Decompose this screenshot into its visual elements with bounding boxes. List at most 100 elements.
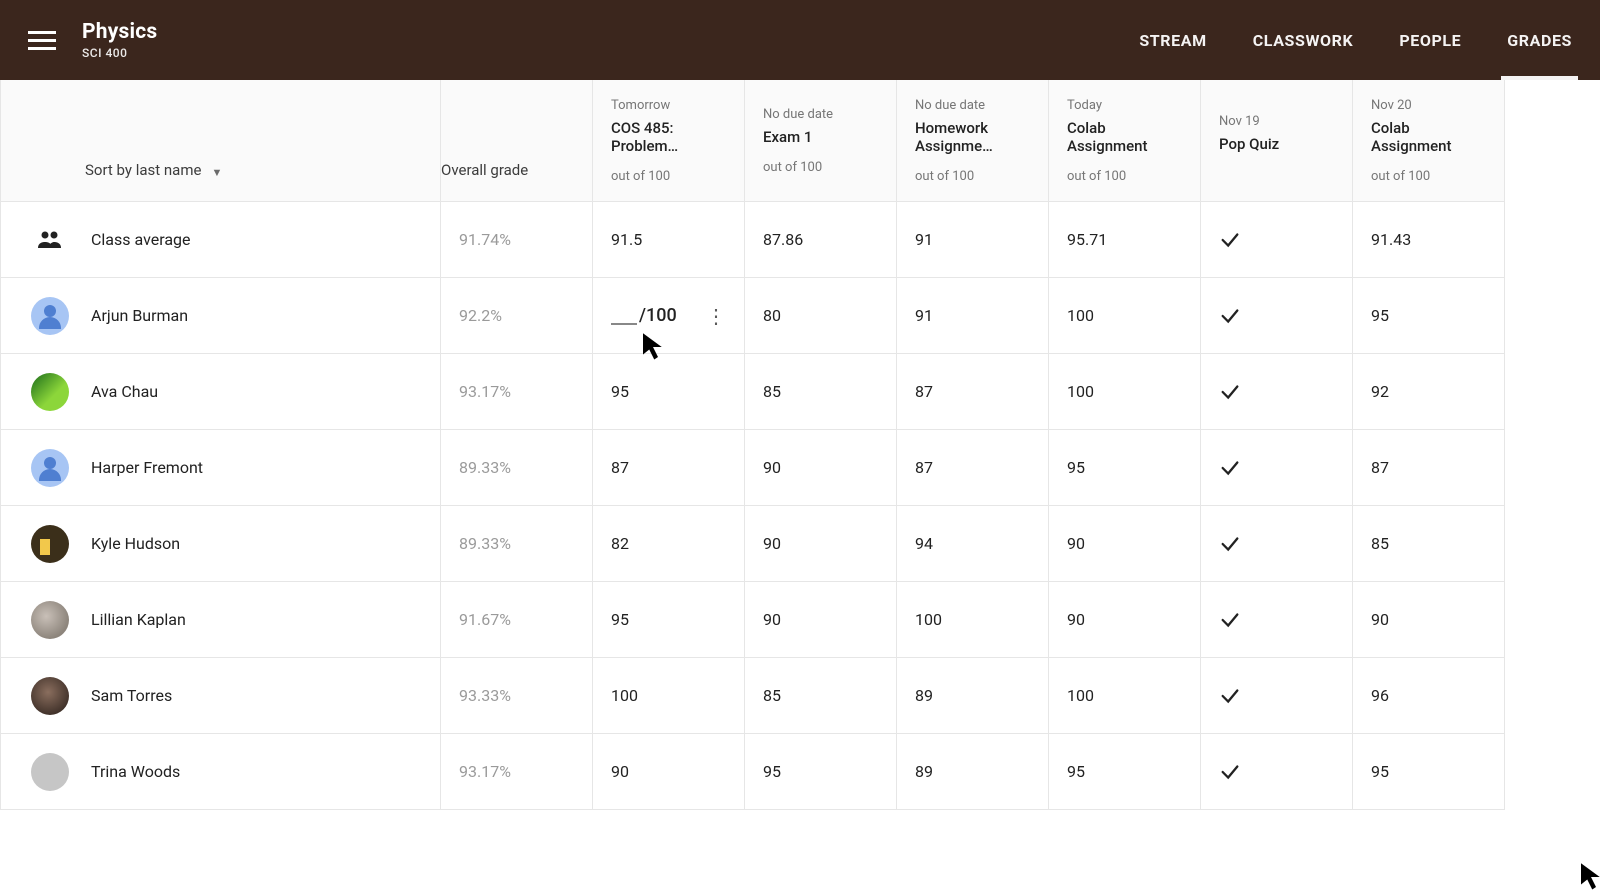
- assignment-header[interactable]: Nov 20 Colab Assignment out of 100: [1353, 80, 1505, 202]
- nav-tabs: STREAM CLASSWORK PEOPLE GRADES: [1139, 0, 1572, 80]
- grade-cell[interactable]: [1201, 734, 1353, 810]
- assignment-outof: out of 100: [1371, 169, 1430, 184]
- check-icon: [1219, 533, 1241, 555]
- grade-cell[interactable]: 95: [1353, 734, 1505, 810]
- assignment-outof: out of 100: [915, 169, 974, 184]
- avatar: [31, 677, 69, 715]
- grade-cell[interactable]: [1201, 278, 1353, 354]
- student-overall: 93.17%: [441, 354, 593, 430]
- student-row[interactable]: Lillian Kaplan: [1, 582, 441, 658]
- class-average-cell: 87.86: [745, 202, 897, 278]
- topbar: Physics SCI 400 STREAM CLASSWORK PEOPLE GRA…: [0, 0, 1600, 80]
- kebab-menu-icon[interactable]: ⋮: [706, 312, 726, 320]
- sort-dropdown[interactable]: Sort by last name▼: [1, 80, 441, 202]
- grade-cell[interactable]: 94: [897, 506, 1049, 582]
- student-row[interactable]: Kyle Hudson: [1, 506, 441, 582]
- chevron-down-icon: ▼: [211, 166, 222, 179]
- grade-cell[interactable]: 89: [897, 734, 1049, 810]
- student-row[interactable]: Harper Fremont: [1, 430, 441, 506]
- grade-cell[interactable]: 100: [1049, 658, 1201, 734]
- grade-cell[interactable]: 95: [1049, 734, 1201, 810]
- grade-cell[interactable]: 95: [745, 734, 897, 810]
- class-average-overall: 91.74%: [441, 202, 593, 278]
- grade-cell[interactable]: 90: [745, 430, 897, 506]
- assignment-due: Nov 20: [1371, 98, 1412, 113]
- grade-cell[interactable]: 100: [1049, 278, 1201, 354]
- grade-cell[interactable]: 100: [1049, 354, 1201, 430]
- assignment-due: Today: [1067, 98, 1102, 113]
- grade-cell[interactable]: 85: [745, 658, 897, 734]
- assignment-due: No due date: [915, 98, 985, 113]
- grade-cell[interactable]: 92: [1353, 354, 1505, 430]
- student-name: Harper Fremont: [91, 458, 203, 477]
- student-row[interactable]: Ava Chau: [1, 354, 441, 430]
- grade-cell[interactable]: 87: [897, 354, 1049, 430]
- class-title: Physics: [82, 20, 157, 44]
- grade-cell[interactable]: 85: [745, 354, 897, 430]
- assignment-due: Nov 19: [1219, 114, 1260, 129]
- tab-classwork[interactable]: CLASSWORK: [1253, 0, 1354, 80]
- assignment-due: No due date: [763, 107, 833, 122]
- tab-grades[interactable]: GRADES: [1507, 0, 1572, 80]
- grade-cell[interactable]: 95: [1049, 430, 1201, 506]
- grade-cell[interactable]: 100: [593, 658, 745, 734]
- grade-cell[interactable]: 90: [745, 582, 897, 658]
- assignment-name: Exam 1: [763, 128, 812, 146]
- hamburger-menu-icon[interactable]: [28, 26, 56, 54]
- grade-cell[interactable]: 95: [1353, 278, 1505, 354]
- grade-cell[interactable]: 100: [897, 582, 1049, 658]
- grade-cell[interactable]: [1201, 506, 1353, 582]
- cursor-icon: [1578, 862, 1600, 896]
- avatar: [31, 297, 69, 335]
- grade-cell[interactable]: 91: [897, 278, 1049, 354]
- people-icon: [31, 230, 69, 250]
- assignment-header[interactable]: TomorrowCOS 485: Problem…out of 100: [593, 80, 745, 202]
- grade-cell[interactable]: 82: [593, 506, 745, 582]
- grade-cell[interactable]: 90: [1353, 582, 1505, 658]
- tab-stream[interactable]: STREAM: [1139, 0, 1206, 80]
- check-icon: [1219, 685, 1241, 707]
- grade-cell[interactable]: 90: [1049, 582, 1201, 658]
- assignment-header[interactable]: Nov 19 Pop Quiz: [1201, 80, 1353, 202]
- student-row[interactable]: Sam Torres: [1, 658, 441, 734]
- grade-cell-editing[interactable]: /100 ⋮: [593, 278, 745, 354]
- grade-cell[interactable]: 95: [593, 582, 745, 658]
- class-code: SCI 400: [82, 46, 157, 60]
- grade-suffix: /100: [639, 305, 677, 326]
- grade-cell[interactable]: 80: [745, 278, 897, 354]
- assignment-outof: out of 100: [1067, 169, 1126, 184]
- grade-cell[interactable]: 90: [745, 506, 897, 582]
- grade-cell[interactable]: 87: [897, 430, 1049, 506]
- grade-input[interactable]: [611, 307, 637, 325]
- class-average-label: Class average: [91, 230, 191, 249]
- grade-cell[interactable]: [1201, 430, 1353, 506]
- grade-cell[interactable]: 90: [593, 734, 745, 810]
- grades-grid: Sort by last name▼Overall gradeTomorrowC…: [0, 80, 1600, 810]
- student-row[interactable]: Arjun Burman: [1, 278, 441, 354]
- class-title-block[interactable]: Physics SCI 400: [82, 20, 157, 60]
- assignment-header[interactable]: TodayColab Assignmentout of 100: [1049, 80, 1201, 202]
- avatar: [31, 525, 69, 563]
- grade-cell[interactable]: 89: [897, 658, 1049, 734]
- student-row[interactable]: Trina Woods: [1, 734, 441, 810]
- grade-cell[interactable]: 87: [1353, 430, 1505, 506]
- grade-cell[interactable]: [1201, 658, 1353, 734]
- grade-cell[interactable]: 85: [1353, 506, 1505, 582]
- tab-people[interactable]: PEOPLE: [1399, 0, 1461, 80]
- grade-cell[interactable]: 90: [1049, 506, 1201, 582]
- student-name: Arjun Burman: [91, 306, 188, 325]
- grade-cell[interactable]: 95: [593, 354, 745, 430]
- assignment-name: Colab Assignment: [1371, 119, 1486, 155]
- assignment-header[interactable]: No due dateHomework Assignme…out of 100: [897, 80, 1049, 202]
- assignment-outof: out of 100: [763, 160, 822, 175]
- check-icon: [1219, 381, 1241, 403]
- grade-cell[interactable]: [1201, 354, 1353, 430]
- avatar: [31, 753, 69, 791]
- assignment-header[interactable]: No due date Exam 1 out of 100: [745, 80, 897, 202]
- grade-cell[interactable]: 87: [593, 430, 745, 506]
- grade-cell[interactable]: 96: [1353, 658, 1505, 734]
- student-overall: 93.33%: [441, 658, 593, 734]
- student-name: Trina Woods: [91, 762, 180, 781]
- grade-cell[interactable]: [1201, 582, 1353, 658]
- assignment-name: Pop Quiz: [1219, 135, 1279, 153]
